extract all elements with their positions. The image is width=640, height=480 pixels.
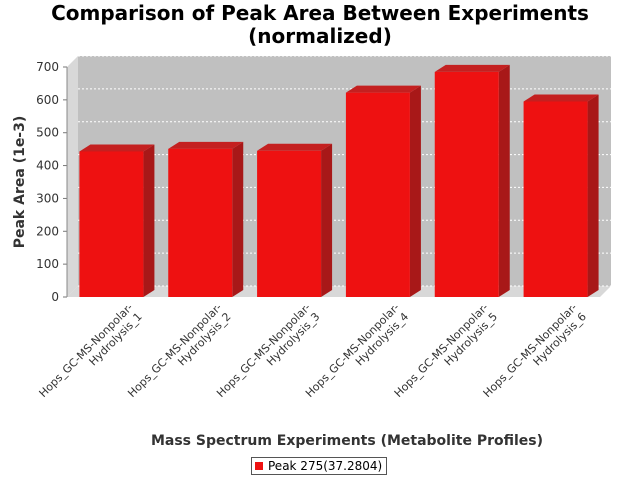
bar <box>434 71 499 297</box>
bar-side <box>232 141 244 297</box>
legend: Peak 275(37.2804) <box>251 457 388 475</box>
y-tick-label: 600 <box>36 93 59 107</box>
chart-title-block: Comparison of Peak Area Between Experime… <box>0 2 640 48</box>
chart-subtitle: (normalized) <box>248 24 392 48</box>
x-axis-title: Mass Spectrum Experiments (Metabolite Pr… <box>151 433 543 449</box>
y-tick-label: 500 <box>36 126 59 140</box>
y-tick-label: 200 <box>36 224 59 238</box>
y-tick-label: 0 <box>51 290 59 304</box>
bar <box>79 151 144 297</box>
legend-swatch <box>255 462 263 470</box>
bar-top <box>168 141 244 149</box>
y-tick-label: 300 <box>36 191 59 205</box>
bar-top <box>79 144 155 152</box>
bar <box>168 148 233 297</box>
y-tick-label: 700 <box>36 60 59 74</box>
bar-side <box>143 144 155 297</box>
bar <box>523 101 588 297</box>
plot-left-wall <box>67 56 78 297</box>
bar-side <box>409 85 421 297</box>
bar <box>257 150 322 297</box>
legend-label: Peak 275(37.2804) <box>268 459 383 473</box>
bar-top <box>345 85 421 93</box>
bar-top <box>257 143 333 151</box>
bar <box>345 92 410 297</box>
y-axis-title: Peak Area (1e-3) <box>12 116 28 249</box>
bar-side <box>498 64 510 297</box>
plot-background <box>78 56 611 286</box>
bar-side <box>587 94 599 297</box>
chart-title: Comparison of Peak Area Between Experime… <box>51 1 589 25</box>
y-tick-label: 400 <box>36 159 59 173</box>
bar-top <box>523 94 599 102</box>
y-tick-label: 100 <box>36 257 59 271</box>
bar-top <box>434 64 510 72</box>
bar-side <box>321 143 333 297</box>
x-tick-label-line: Hops_GC-MS-Nonpolar- <box>36 301 135 400</box>
